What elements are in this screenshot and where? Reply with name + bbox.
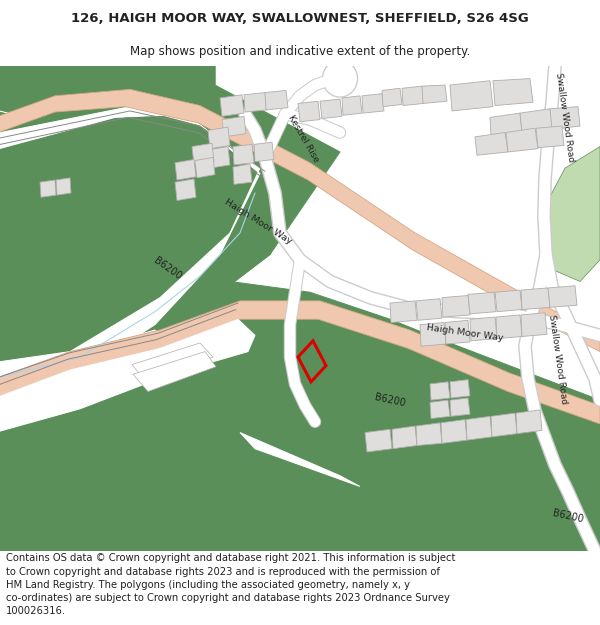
- Polygon shape: [192, 143, 214, 165]
- Polygon shape: [362, 94, 384, 113]
- Polygon shape: [430, 382, 450, 400]
- Polygon shape: [495, 290, 522, 312]
- Polygon shape: [402, 86, 424, 106]
- Polygon shape: [430, 400, 450, 419]
- Circle shape: [328, 66, 352, 91]
- Polygon shape: [298, 101, 320, 122]
- Polygon shape: [521, 288, 550, 309]
- Polygon shape: [0, 301, 600, 424]
- Polygon shape: [72, 348, 168, 389]
- Polygon shape: [365, 429, 392, 452]
- Text: Kestrel Rise: Kestrel Rise: [286, 114, 320, 164]
- Polygon shape: [208, 127, 230, 149]
- Polygon shape: [175, 179, 196, 201]
- Polygon shape: [208, 146, 230, 168]
- Polygon shape: [342, 96, 362, 115]
- Polygon shape: [540, 146, 600, 281]
- Polygon shape: [56, 178, 71, 195]
- Circle shape: [328, 66, 352, 91]
- Polygon shape: [550, 107, 580, 129]
- Polygon shape: [506, 128, 538, 152]
- Polygon shape: [0, 319, 255, 432]
- Polygon shape: [233, 144, 254, 165]
- Text: B6200: B6200: [374, 392, 406, 408]
- Polygon shape: [516, 410, 542, 434]
- Polygon shape: [520, 109, 553, 132]
- Polygon shape: [244, 92, 267, 112]
- Text: B6200: B6200: [551, 509, 584, 525]
- Polygon shape: [0, 85, 340, 389]
- Polygon shape: [416, 299, 442, 320]
- Polygon shape: [0, 281, 600, 551]
- Polygon shape: [0, 107, 308, 389]
- Polygon shape: [222, 116, 246, 137]
- Polygon shape: [392, 426, 417, 449]
- Polygon shape: [220, 95, 244, 116]
- Polygon shape: [0, 107, 260, 389]
- Polygon shape: [0, 66, 215, 127]
- Polygon shape: [390, 301, 417, 322]
- Polygon shape: [420, 322, 446, 346]
- Polygon shape: [450, 398, 470, 416]
- Text: Haigh Moor Way: Haigh Moor Way: [223, 198, 293, 246]
- Polygon shape: [265, 91, 288, 110]
- Polygon shape: [466, 416, 492, 440]
- Polygon shape: [0, 66, 215, 125]
- Polygon shape: [445, 320, 470, 344]
- Polygon shape: [233, 164, 252, 184]
- Polygon shape: [254, 142, 274, 162]
- Text: Map shows position and indicative extent of the property.: Map shows position and indicative extent…: [130, 45, 470, 58]
- Text: Swallow Wood Road: Swallow Wood Road: [554, 72, 576, 162]
- Polygon shape: [468, 292, 496, 314]
- Polygon shape: [470, 317, 497, 341]
- Polygon shape: [133, 352, 216, 391]
- Polygon shape: [536, 126, 564, 148]
- Polygon shape: [40, 180, 56, 198]
- Polygon shape: [442, 296, 470, 317]
- Polygon shape: [493, 79, 533, 106]
- Polygon shape: [491, 413, 517, 437]
- Polygon shape: [175, 159, 196, 180]
- Polygon shape: [496, 315, 522, 339]
- Polygon shape: [450, 81, 493, 111]
- Polygon shape: [240, 432, 360, 486]
- Text: Haigh Moor Way: Haigh Moor Way: [426, 323, 504, 343]
- Polygon shape: [475, 132, 508, 155]
- Polygon shape: [416, 423, 442, 446]
- Polygon shape: [548, 286, 577, 308]
- Polygon shape: [382, 88, 402, 107]
- Polygon shape: [195, 158, 215, 178]
- Polygon shape: [132, 343, 213, 381]
- Text: B6200: B6200: [152, 256, 184, 282]
- Text: 126, HAIGH MOOR WAY, SWALLOWNEST, SHEFFIELD, S26 4SG: 126, HAIGH MOOR WAY, SWALLOWNEST, SHEFFI…: [71, 12, 529, 25]
- Polygon shape: [490, 113, 522, 136]
- Text: Contains OS data © Crown copyright and database right 2021. This information is : Contains OS data © Crown copyright and d…: [6, 553, 455, 616]
- Polygon shape: [441, 419, 467, 443]
- Polygon shape: [521, 312, 547, 336]
- Polygon shape: [70, 330, 170, 373]
- Text: Swallow Wood Road: Swallow Wood Road: [547, 314, 569, 404]
- Polygon shape: [320, 99, 342, 119]
- Polygon shape: [0, 89, 600, 352]
- Polygon shape: [422, 85, 447, 103]
- Polygon shape: [450, 379, 470, 398]
